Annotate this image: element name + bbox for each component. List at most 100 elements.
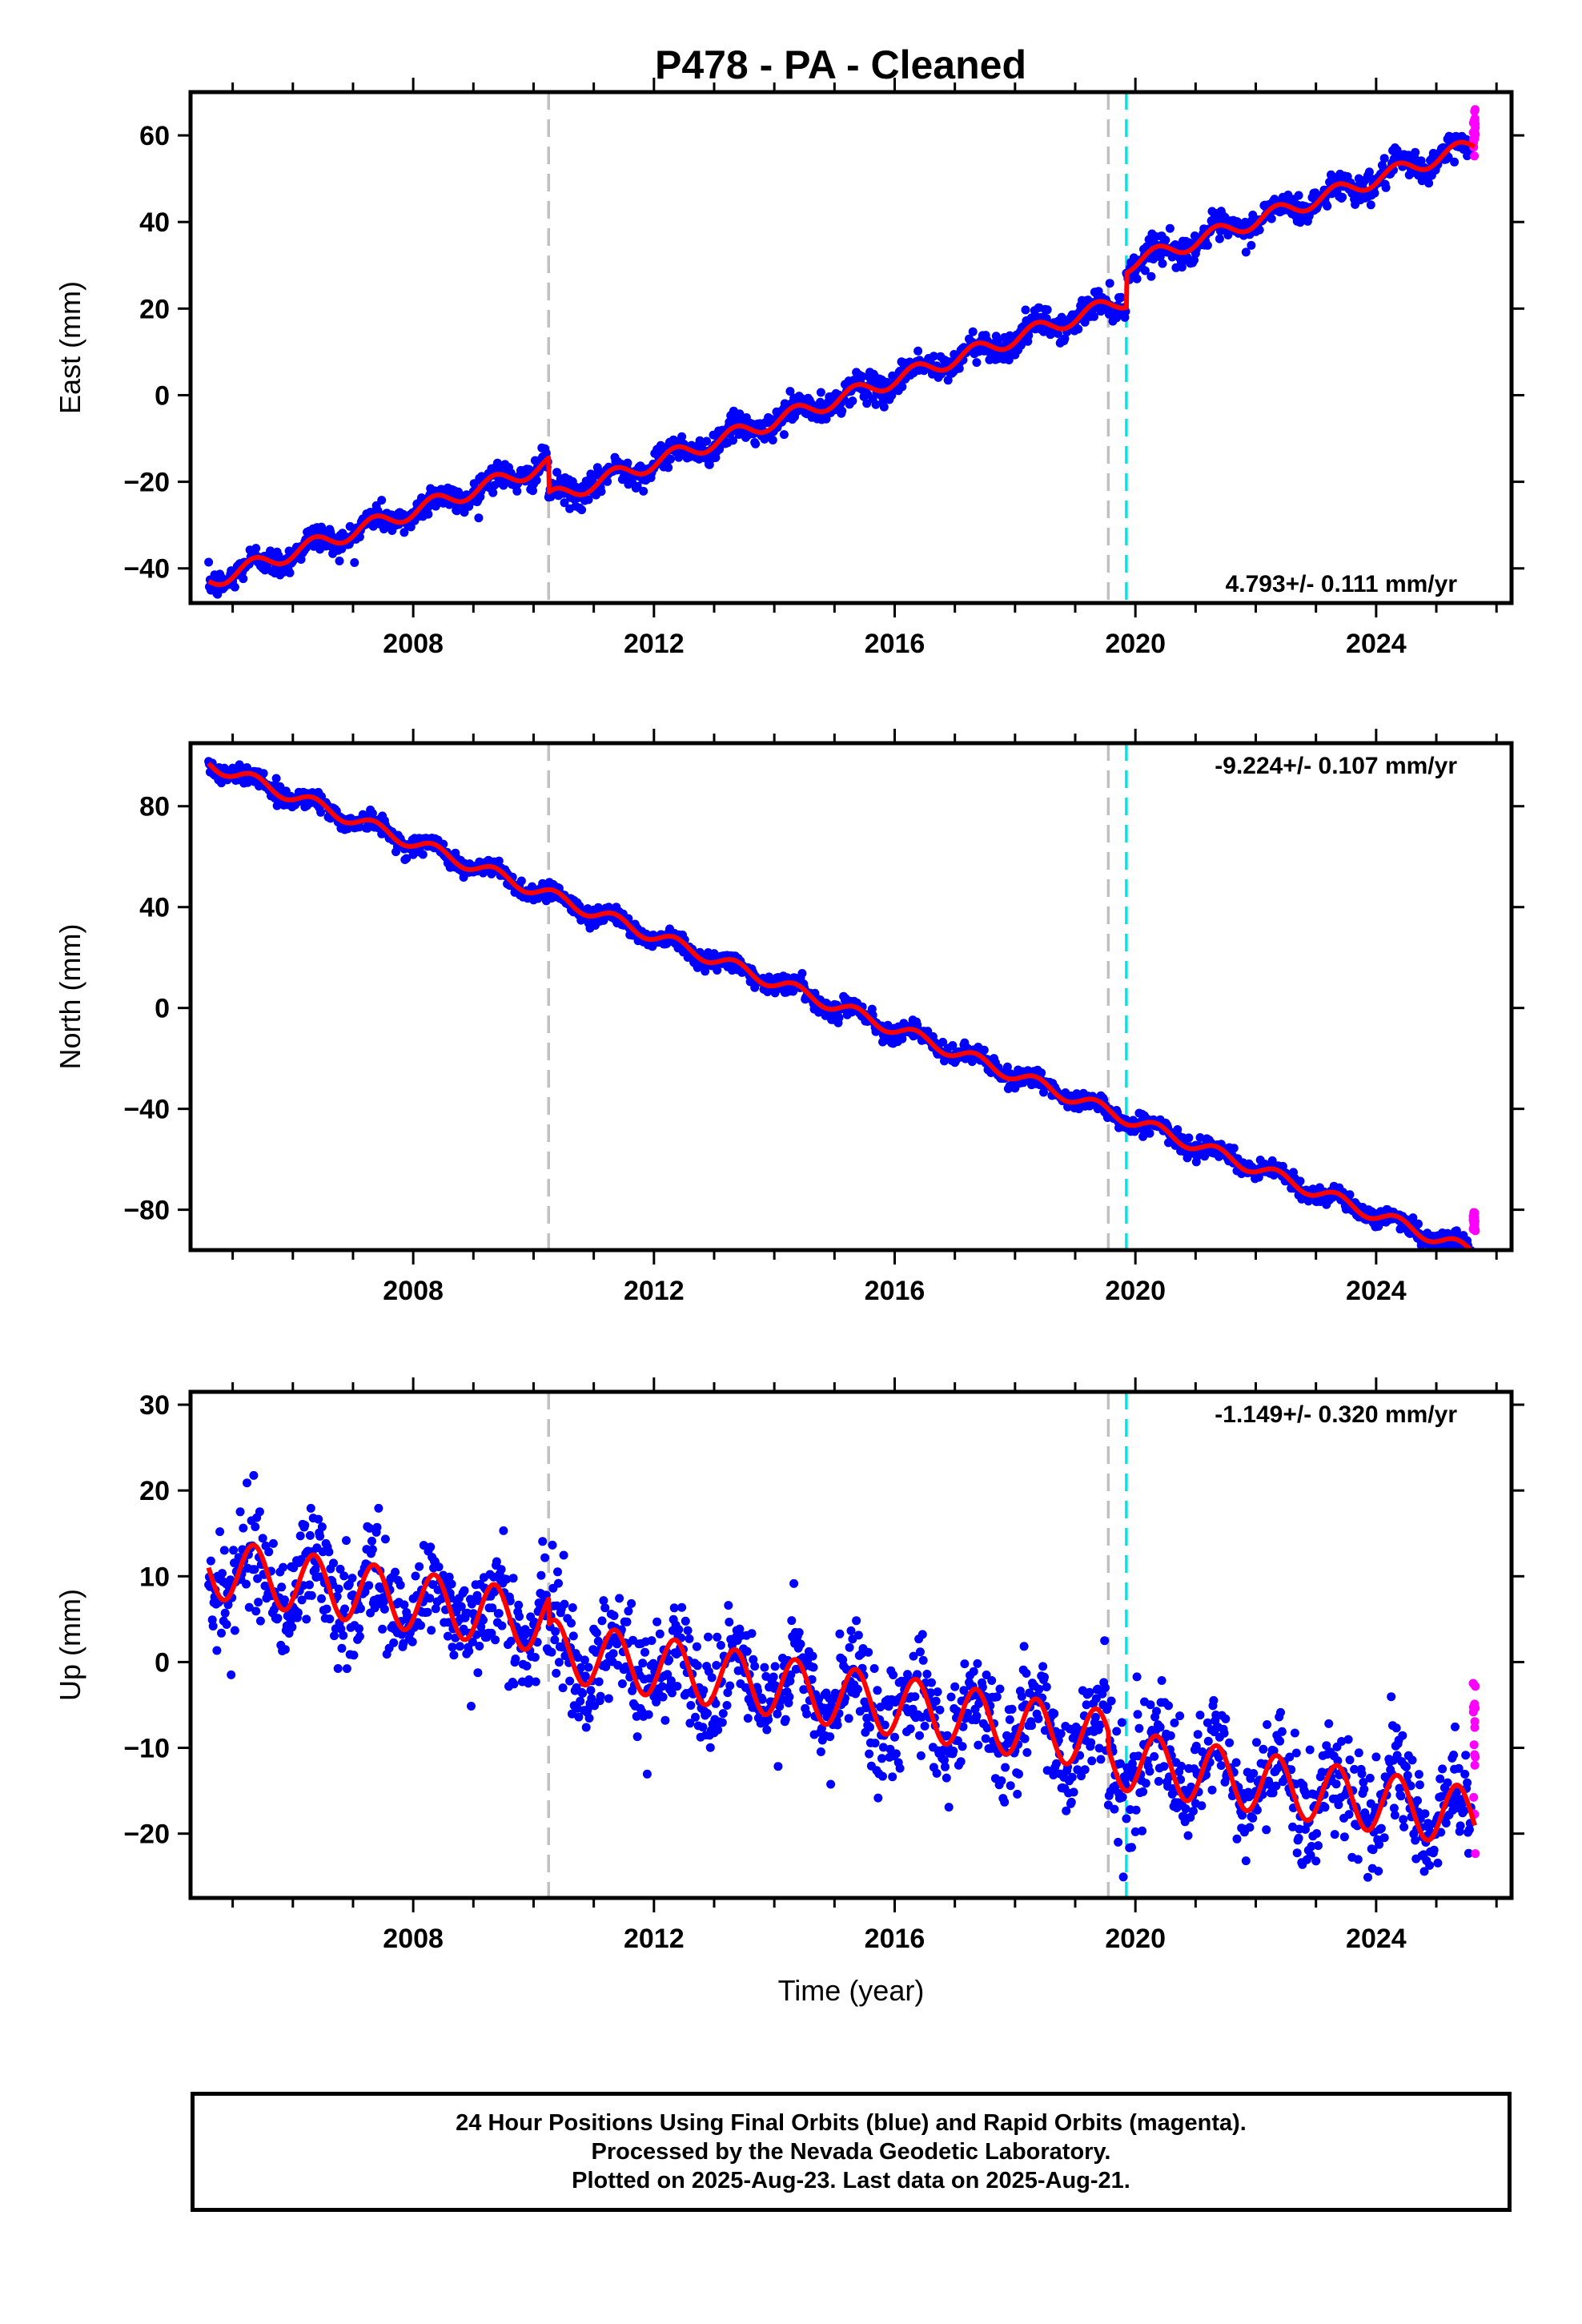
data-point <box>339 1630 348 1640</box>
data-point <box>1145 1767 1154 1776</box>
data-point <box>1131 1805 1141 1815</box>
data-point <box>339 1571 349 1581</box>
data-point <box>342 1536 351 1546</box>
rapid-data-point <box>1470 151 1480 161</box>
data-point <box>1038 1662 1048 1671</box>
data-point <box>242 1579 251 1589</box>
data-point <box>623 458 632 468</box>
data-point <box>674 1625 684 1634</box>
data-point <box>927 1678 936 1687</box>
data-point <box>355 822 363 832</box>
data-point <box>1001 1763 1010 1772</box>
data-point <box>933 1687 942 1697</box>
data-point <box>213 589 223 599</box>
data-point <box>379 1597 388 1606</box>
data-point <box>1215 234 1224 243</box>
data-point <box>1110 1804 1119 1814</box>
data-point <box>511 1655 520 1663</box>
data-point <box>204 557 214 567</box>
data-point <box>725 1618 734 1626</box>
data-point <box>889 1671 898 1679</box>
data-point <box>946 1692 956 1702</box>
data-point <box>584 495 593 505</box>
data-point <box>1146 1700 1155 1710</box>
data-point <box>1152 1707 1161 1716</box>
data-point <box>565 1676 575 1686</box>
data-point <box>596 1691 605 1701</box>
data-point <box>693 1661 702 1671</box>
data-point <box>584 1714 594 1723</box>
data-point <box>835 1629 845 1638</box>
data-point <box>208 1622 218 1630</box>
data-point <box>251 1606 261 1616</box>
data-point <box>622 1617 632 1626</box>
data-point <box>1190 255 1199 265</box>
data-point <box>943 376 953 385</box>
east-model-curve <box>207 139 1477 588</box>
data-point <box>447 1579 456 1589</box>
data-point <box>258 1534 267 1543</box>
data-point <box>492 1557 501 1566</box>
data-point <box>1450 157 1460 167</box>
data-point <box>552 468 562 477</box>
data-point <box>852 1616 861 1626</box>
data-point <box>869 1664 879 1673</box>
data-point <box>956 1757 966 1767</box>
data-point <box>532 476 541 485</box>
data-point <box>1007 1704 1017 1714</box>
data-point <box>1106 1696 1116 1706</box>
data-point <box>853 1684 862 1694</box>
data-point <box>770 1662 780 1671</box>
data-point <box>531 1677 540 1687</box>
data-point <box>391 1567 400 1577</box>
data-point <box>222 1620 231 1629</box>
data-point <box>743 1714 753 1723</box>
data-point <box>844 1714 853 1723</box>
data-point <box>915 1731 924 1740</box>
data-point <box>897 382 907 392</box>
data-point <box>691 1712 700 1722</box>
data-point <box>1232 1834 1242 1844</box>
data-point <box>1158 259 1167 268</box>
data-point <box>567 1618 576 1628</box>
data-point <box>568 1631 578 1641</box>
data-point <box>596 487 606 497</box>
data-point <box>306 1503 315 1513</box>
data-point <box>1294 191 1303 200</box>
data-point <box>769 1672 778 1682</box>
data-point <box>1183 1831 1193 1840</box>
data-point <box>768 436 777 444</box>
data-point <box>212 1646 222 1655</box>
data-point <box>474 513 484 523</box>
data-point <box>1290 1728 1299 1738</box>
data-point <box>1247 240 1256 250</box>
data-point <box>334 1584 343 1594</box>
data-point <box>779 430 789 440</box>
data-point <box>1027 1721 1036 1731</box>
data-point <box>685 1634 694 1643</box>
data-point <box>255 1507 264 1517</box>
data-point <box>887 391 897 400</box>
data-point <box>1066 1797 1076 1807</box>
data-point <box>865 1723 874 1732</box>
y-tick-label: 20 <box>139 294 170 324</box>
data-point <box>378 1624 387 1634</box>
data-point <box>624 1606 633 1616</box>
data-point <box>455 1642 464 1651</box>
data-point <box>1225 1738 1235 1747</box>
data-point <box>295 1531 305 1541</box>
data-point <box>364 1581 374 1590</box>
data-point <box>1155 1723 1165 1732</box>
data-point <box>367 1536 376 1546</box>
up-plot-area <box>204 1392 1480 1898</box>
data-point <box>686 1701 696 1710</box>
data-point <box>329 1558 338 1568</box>
data-point <box>494 1609 504 1618</box>
data-point <box>512 486 522 496</box>
data-point <box>870 1739 880 1748</box>
data-point <box>918 1655 928 1665</box>
data-point <box>797 969 807 978</box>
data-point <box>644 1710 653 1719</box>
data-point <box>808 1651 817 1661</box>
